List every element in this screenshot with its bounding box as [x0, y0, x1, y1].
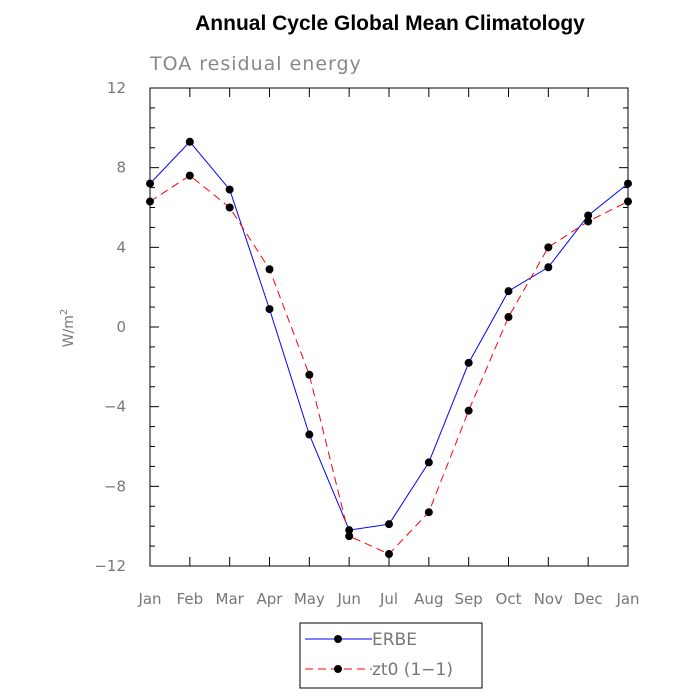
legend-erbe-label: ERBE: [372, 630, 417, 650]
series-line-0: [149, 141, 629, 531]
legend-zt0-marker: [334, 665, 342, 673]
series-line-1: [149, 174, 629, 555]
series-1-point: [146, 197, 154, 206]
y-axis-label-base: W/m: [61, 315, 77, 347]
y-axis-label-superscript: 2: [59, 309, 70, 315]
series-0-point: [146, 179, 154, 188]
series-0-point: [504, 287, 513, 296]
x-tick-label: Oct: [496, 590, 522, 608]
legend: ERBE zt0 (1−1): [299, 622, 483, 689]
series-1-point: [385, 550, 393, 559]
series-0-point: [185, 137, 194, 146]
series-1-point: [504, 313, 513, 322]
chart-subtitle: TOA residual energy: [149, 53, 362, 75]
series-1-point: [225, 203, 234, 212]
x-tick-label: Jul: [379, 590, 398, 608]
y-tick-label: 8: [116, 159, 126, 177]
x-tick-label: Aug: [414, 590, 443, 608]
series-0-point: [584, 211, 593, 220]
legend-erbe-marker: [334, 635, 342, 643]
x-axis: Jan Feb Mar Apr May Jun Jul Aug Sep Oct Nov Dec Jan: [137, 88, 640, 608]
x-tick-label: Mar: [216, 590, 245, 608]
y-tick-label: 12: [107, 79, 126, 97]
series-0-point: [424, 458, 433, 467]
series-1-point: [584, 217, 593, 226]
series-0-point: [305, 430, 314, 439]
series-0-point: [265, 305, 274, 314]
x-tick-label: Jan: [137, 590, 161, 608]
series-0-point: [345, 526, 354, 535]
x-tick-label: Dec: [574, 590, 603, 608]
y-tick-label: −4: [104, 398, 126, 416]
chart-title: Annual Cycle Global Mean Climatology: [195, 12, 585, 35]
y-tick-label: −12: [94, 557, 126, 575]
x-tick-label: Sep: [455, 590, 483, 608]
x-tick-label: May: [294, 590, 325, 608]
legend-box: [299, 622, 483, 689]
y-axis: −12 −8 −4 0 4 8 12: [94, 79, 628, 575]
series-1-point: [265, 265, 274, 274]
x-tick-label: Nov: [534, 590, 563, 608]
series-1-point: [345, 532, 354, 541]
x-tick-label: Jun: [336, 590, 360, 608]
x-tick-label: Apr: [257, 590, 284, 608]
plot-frame: [149, 87, 629, 567]
series-1-point: [544, 243, 553, 252]
plot-border: [149, 87, 629, 567]
series-0-point: [544, 263, 553, 272]
y-tick-label: 0: [116, 318, 126, 336]
series-0-point: [464, 358, 473, 367]
y-tick-label: 4: [116, 238, 126, 256]
x-tick-label: Jan: [615, 590, 639, 608]
series-1-point: [305, 370, 314, 379]
y-axis-label: W/m2: [59, 309, 77, 348]
legend-zt0-label: zt0 (1−1): [372, 660, 453, 680]
series-0-point: [225, 185, 234, 194]
series-layer: [146, 137, 632, 559]
y-tick-label: −8: [104, 477, 126, 495]
x-tick-label: Feb: [177, 590, 204, 608]
series-1-point: [624, 197, 632, 206]
series-0-point: [624, 179, 632, 188]
series-1-point: [185, 171, 194, 180]
series-1-point: [464, 406, 473, 415]
series-0-point: [385, 520, 393, 529]
series-1-point: [424, 508, 433, 517]
